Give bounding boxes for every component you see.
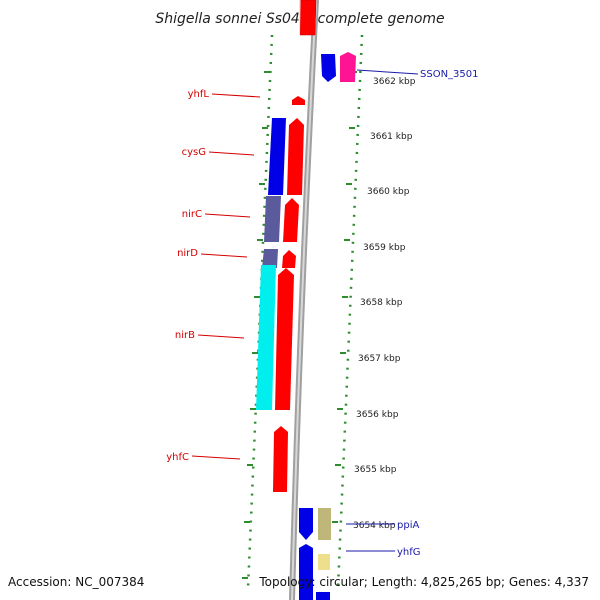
gene-label[interactable]: nirC [182,209,202,220]
nirB-forward-feature[interactable] [275,268,294,410]
nirD-forward-feature[interactable] [282,250,296,268]
ppiA-blue-feature[interactable] [299,508,313,540]
cysG-forward-feature[interactable] [287,118,304,195]
SSON_3501-blue-feature[interactable] [321,54,336,82]
nirD-feature[interactable] [262,249,278,268]
accession-label: Accession: NC_007384 [8,575,144,589]
gene-label[interactable]: nirD [177,248,198,259]
outer-ring-right [336,34,364,589]
kbp-label: 3656 kbp [356,410,399,420]
nirC-feature[interactable] [264,196,281,242]
gene-label[interactable]: cysG [182,147,206,158]
kbp-label: 3660 kbp [367,187,410,197]
kbp-label: 3657 kbp [358,354,401,364]
gene-label[interactable]: nirB [175,330,195,341]
gene-label[interactable]: yhfL [188,89,210,100]
gene-feature[interactable] [299,0,317,36]
SSON_3501-feature[interactable] [340,52,356,82]
left-gene-labels: yhfL cysG nirC nirD nirB yhfC [166,89,261,463]
right-gene-labels: SSON_3501 ppiA yhfG [346,69,479,558]
kbp-label: 3662 kbp [373,77,416,87]
kbp-label: 3655 kbp [354,465,397,475]
kbp-label: 3658 kbp [360,298,403,308]
kbp-label: 3654 kbp [353,521,396,531]
kbp-label: 3661 kbp [370,132,413,142]
cysG-feature[interactable] [268,118,286,195]
gene-label[interactable]: yhfG [397,547,421,558]
reverse-strand-features [256,52,356,600]
ring-ticks [242,71,357,579]
kbp-label: 3659 kbp [363,243,406,253]
yhfG-blue-feature[interactable] [299,544,313,600]
forward-strand-features [273,0,317,492]
gene-label[interactable]: ppiA [397,520,419,531]
yhfL-feature[interactable] [292,96,305,105]
nirB-feature[interactable] [256,265,276,410]
nirC-forward-feature[interactable] [283,198,299,242]
yhfC-feature[interactable] [273,426,288,492]
position-labels: 3662 kbp 3661 kbp 3660 kbp 3659 kbp 3658… [353,77,416,531]
ppiA-feature[interactable] [318,508,331,540]
topology-label: Topology: circular; Length: 4,825,265 bp… [258,575,589,589]
gene-label[interactable]: yhfC [166,452,189,463]
yhfG-feature[interactable] [318,554,330,570]
gene-label[interactable]: SSON_3501 [420,69,479,80]
